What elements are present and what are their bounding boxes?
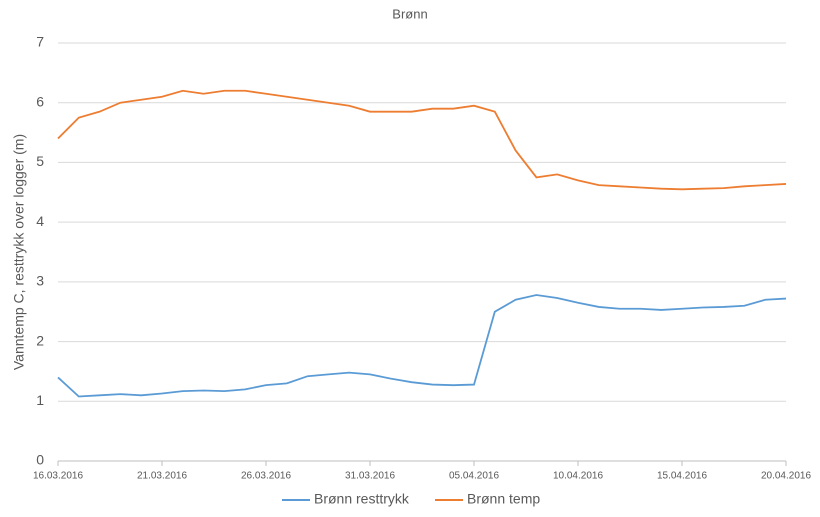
- x-tick-label: 05.04.2016: [449, 471, 499, 482]
- x-tick-label: 15.04.2016: [657, 471, 707, 482]
- x-tick-label: 20.04.2016: [761, 471, 811, 482]
- x-tick-label: 21.03.2016: [137, 471, 187, 482]
- y-tick-label: 3: [36, 273, 44, 289]
- x-tick-label: 16.03.2016: [33, 471, 83, 482]
- y-tick-label: 1: [36, 392, 44, 408]
- chart-title: Brønn: [392, 6, 427, 21]
- y-tick-label: 0: [36, 452, 44, 468]
- y-axis-label: Vanntemp C, resttrykk over logger (m): [11, 134, 27, 370]
- line-series: [57, 89, 787, 191]
- legend-label: Brønn temp: [467, 491, 540, 507]
- y-tick-label: 2: [36, 332, 44, 348]
- legend-label: Brønn resttrykk: [314, 491, 410, 507]
- y-tick-label: 4: [36, 213, 44, 229]
- y-tick-label: 7: [36, 34, 44, 50]
- x-tick-label: 26.03.2016: [241, 471, 291, 482]
- y-tick-label: 5: [36, 153, 44, 169]
- x-tick-label: 31.03.2016: [345, 471, 395, 482]
- line-series: [57, 294, 787, 398]
- y-tick-label: 6: [36, 93, 44, 109]
- x-tick-label: 10.04.2016: [553, 471, 603, 482]
